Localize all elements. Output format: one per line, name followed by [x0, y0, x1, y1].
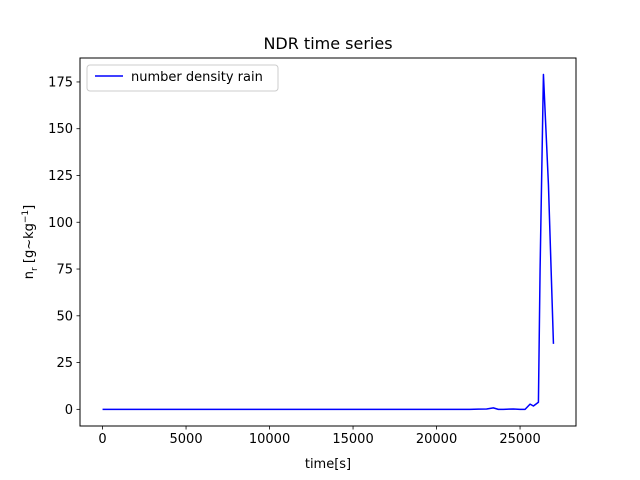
x-tick-label: 10000: [249, 432, 290, 447]
y-tick-label: 25: [56, 356, 73, 371]
y-tick-label: 75: [56, 263, 73, 278]
x-tick-label: 25000: [499, 432, 540, 447]
y-axis-label-superscript: −1: [21, 210, 31, 223]
plot-area: [79, 57, 577, 427]
legend: number density rain: [86, 64, 279, 92]
y-axis-ticks: 0 25 50 75 100 125 150 175: [48, 75, 80, 418]
chart-title: NDR time series: [263, 34, 392, 53]
series-layer: [102, 73, 555, 411]
y-axis-label: nr [g~kg−1]: [21, 205, 40, 279]
series-line: [102, 73, 555, 411]
y-tick-label: 50: [56, 309, 73, 324]
x-tick-label: 20000: [416, 432, 457, 447]
x-axis-label: time[s]: [305, 457, 351, 472]
legend-box: [86, 64, 279, 92]
x-tick-label: 15000: [332, 432, 373, 447]
y-axis-label-unit-open: [g~kg: [22, 223, 37, 267]
y-axis-label-prefix: n: [22, 271, 37, 279]
y-tick-label: 150: [48, 122, 73, 137]
y-axis-label-subscript: r: [30, 267, 40, 271]
y-tick-label: 100: [48, 216, 73, 231]
x-axis-ticks: 0 5000 10000 15000 20000 25000: [98, 426, 541, 447]
y-tick-label: 125: [48, 169, 73, 184]
x-tick-label: 5000: [170, 432, 203, 447]
x-tick-label: 0: [98, 432, 106, 447]
y-tick-label: 0: [65, 403, 73, 418]
y-tick-label: 175: [48, 75, 73, 90]
axes-frame: [79, 57, 577, 427]
legend-label: number density rain: [131, 70, 263, 85]
y-axis-label-unit-close: ]: [22, 205, 37, 210]
